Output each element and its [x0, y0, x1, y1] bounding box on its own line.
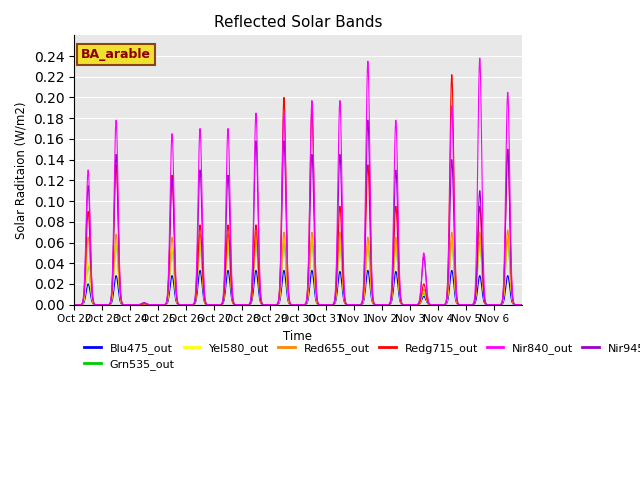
Y-axis label: Solar Raditaion (W/m2): Solar Raditaion (W/m2) [15, 101, 28, 239]
Legend: Blu475_out, Grn535_out, Yel580_out, Red655_out, Redg715_out, Nir840_out, Nir945_: Blu475_out, Grn535_out, Yel580_out, Red6… [80, 338, 640, 374]
Text: BA_arable: BA_arable [81, 48, 151, 61]
X-axis label: Time: Time [284, 330, 312, 343]
Title: Reflected Solar Bands: Reflected Solar Bands [214, 15, 382, 30]
